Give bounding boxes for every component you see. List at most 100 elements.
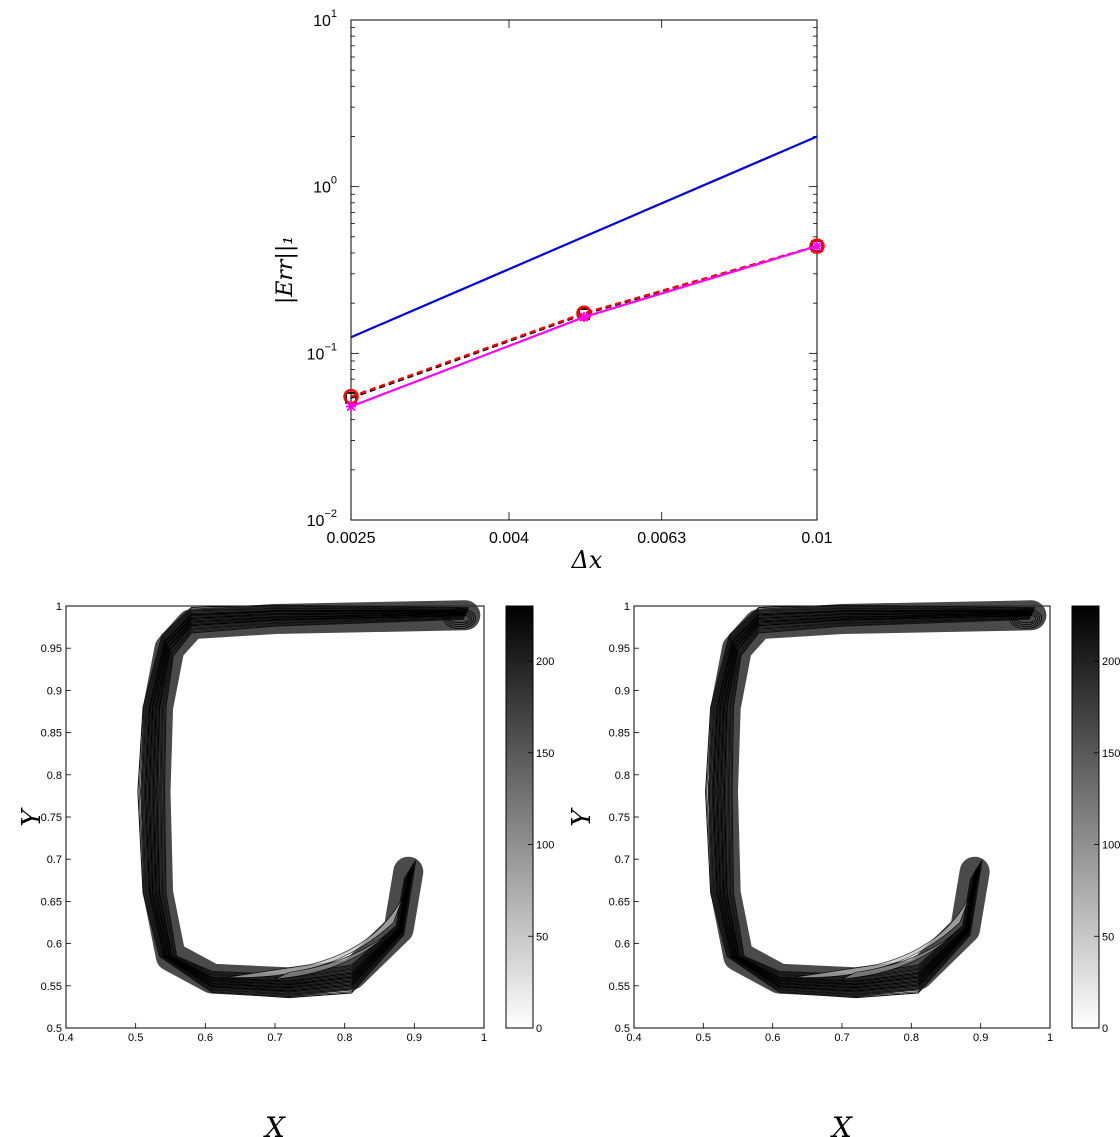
contour-lobe — [841, 934, 954, 980]
contour-line — [138, 605, 469, 997]
x-tick-label: 0.8 — [904, 1032, 919, 1044]
plot-area — [350, 19, 818, 521]
contour-line — [1013, 612, 1039, 626]
y-tick-label: 0.7 — [47, 854, 62, 866]
colorbar-tick-label: 150 — [1102, 748, 1120, 760]
contour-line — [719, 613, 1033, 986]
y-tick-label: 0.85 — [609, 728, 630, 740]
colorbar-tick-label: 200 — [536, 656, 554, 668]
colorbar-tick-label: 0 — [1102, 1023, 1108, 1035]
y-tick-label: 0.55 — [609, 981, 630, 993]
data-point — [812, 241, 822, 252]
x-axis-label: Δx — [571, 546, 603, 574]
contour-line — [152, 613, 466, 985]
x-tick-label: 0.5 — [128, 1032, 143, 1044]
x-tick-labels: 0.0025 0.004 0.0063 0.01 — [327, 20, 833, 547]
y-tick-label: 10−2 — [307, 508, 337, 530]
contour-line — [163, 618, 464, 976]
x-tick-label: 0.7 — [834, 1032, 849, 1044]
contour-line — [731, 618, 1030, 976]
contour-line — [708, 607, 1035, 995]
x-tick-label: 0.8 — [337, 1032, 352, 1044]
contour-line — [1009, 608, 1043, 630]
axis-ticks: 0.4 0.5 0.6 0.7 0.8 0.9 110.950.90.850.80.750.… — [41, 601, 487, 1044]
colorbar-tick-label: 0 — [536, 1023, 542, 1035]
data-point — [809, 238, 825, 254]
y-tick-base: 10 — [313, 13, 331, 30]
colorbar — [1071, 605, 1100, 1029]
y-tick-label: 0.5 — [47, 1023, 62, 1035]
y-tick-label: 0.65 — [609, 896, 630, 908]
data-point — [346, 401, 356, 412]
contour-line — [140, 606, 469, 996]
series-line-0 — [350, 135, 818, 339]
y-tick-label: 1 — [624, 601, 630, 613]
contour-line — [706, 605, 1035, 997]
y-tick-label: 0.75 — [41, 812, 62, 824]
contour-line — [154, 614, 466, 984]
contour-line — [161, 617, 464, 978]
contour-line — [160, 617, 465, 979]
x-tick-label: 1 — [1047, 1032, 1053, 1044]
y-tick-label: 0.5 — [615, 1023, 630, 1035]
contour-line — [720, 613, 1032, 985]
contour-line — [137, 604, 470, 999]
y-tick-label: 0.8 — [47, 770, 62, 782]
colorbar-ticks: 200 150 100 50 0 — [528, 656, 554, 1035]
contour-line — [155, 615, 466, 983]
y-tick-label: 10−1 — [307, 341, 337, 363]
y-tick-base: 10 — [307, 346, 325, 363]
contour-line — [714, 611, 1034, 991]
x-tick-label: 0.4 — [58, 1032, 73, 1044]
y-tick-exp: −1 — [324, 341, 337, 353]
x-tick-label: 0.6 — [198, 1032, 213, 1044]
contour-line — [1011, 610, 1041, 628]
contour-line — [157, 616, 465, 981]
contour-line — [142, 608, 469, 994]
y-tick-label: 0.65 — [41, 896, 62, 908]
colorbar-tick-label: 100 — [1102, 840, 1120, 852]
colorbar-tick-label: 50 — [1102, 931, 1114, 943]
contour-line — [726, 616, 1031, 980]
x-tick-label: 0.01 — [801, 530, 832, 547]
y-tick-exp: −2 — [324, 508, 337, 520]
series-line-2 — [350, 245, 818, 398]
colorbar-tick-label: 200 — [1102, 656, 1120, 668]
x-axis-label: X — [263, 1111, 286, 1137]
contour-line — [151, 613, 467, 986]
x-tick-label: 0.5 — [696, 1032, 711, 1044]
contour-line — [711, 609, 1034, 993]
contour-line — [727, 617, 1031, 979]
contour-line — [715, 611, 1034, 990]
contour-line — [705, 604, 1036, 999]
contour-line — [722, 615, 1032, 983]
colorbar-ticks: 200 150 100 50 0 — [1094, 656, 1120, 1035]
y-tick-label: 0.85 — [41, 728, 62, 740]
colorbar-tick-label: 100 — [536, 840, 554, 852]
plot-area — [65, 605, 485, 1029]
y-tick-label: 0.95 — [41, 643, 62, 655]
contour-line — [445, 610, 474, 628]
x-tick-label: 1 — [481, 1032, 487, 1044]
y-tick-base: 10 — [313, 180, 331, 197]
contour-line — [712, 610, 1034, 992]
y-tick-label: 101 — [313, 8, 337, 30]
contour-line — [707, 606, 1035, 996]
y-tick-base: 10 — [307, 513, 325, 530]
data-point — [579, 312, 589, 323]
y-tick-label: 0.9 — [47, 685, 62, 697]
x-tick-label: 0.6 — [765, 1032, 780, 1044]
y-tick-label: 100 — [313, 175, 337, 197]
y-tick-exp: 0 — [331, 175, 337, 187]
contour-line — [141, 607, 469, 995]
x-tick-label: 0.4 — [626, 1032, 641, 1044]
x-tick-label: 0.9 — [407, 1032, 422, 1044]
x-tick-label: 0.004 — [489, 530, 529, 547]
contour-line — [146, 611, 468, 991]
contour-line — [1015, 614, 1037, 624]
x-axis-label: X — [830, 1111, 853, 1137]
colorbar-tick-label: 150 — [536, 748, 554, 760]
y-tick-label: 0.75 — [609, 812, 630, 824]
y-tick-label: 1 — [56, 601, 62, 613]
